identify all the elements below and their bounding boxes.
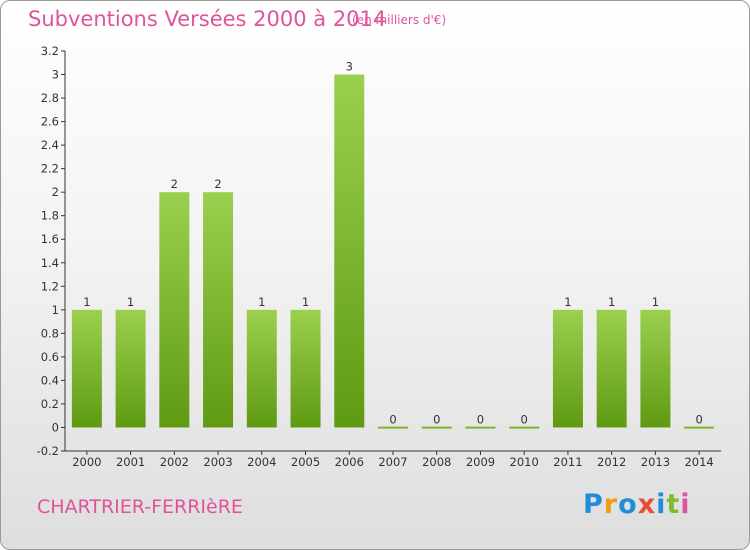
x-tick-label: 2009 — [466, 455, 495, 469]
data-label: 0 — [433, 412, 440, 426]
y-tick-label: 2.2 — [41, 162, 59, 176]
data-label: 3 — [346, 60, 353, 74]
x-tick-label: 2012 — [597, 455, 626, 469]
y-tick-label: 2 — [52, 185, 59, 199]
bar — [421, 426, 452, 429]
data-label: 0 — [695, 412, 702, 426]
data-label: 0 — [477, 412, 484, 426]
y-tick-label: -0.2 — [37, 444, 59, 458]
logo-letter: i — [656, 489, 667, 520]
bar — [203, 192, 234, 428]
chart-title: Subventions Versées 2000 à 2014 — [28, 7, 387, 31]
y-axis: -0.2 0 0.2 0.4 0.6 0.8 1 1.2 1.4 1.6 1.8 2 2.2 2.4 2.6… — [37, 44, 66, 458]
x-tick-label: 2013 — [641, 455, 670, 469]
commune-name: CHARTRIER-FERRIèRE — [37, 496, 243, 518]
x-tick-label: 2010 — [510, 455, 539, 469]
y-tick-label: 0.4 — [41, 373, 59, 387]
x-tick-label: 2002 — [160, 455, 189, 469]
bar — [596, 309, 627, 428]
logo-letter: t — [666, 489, 681, 520]
y-tick-label: 1.4 — [41, 256, 59, 270]
chart-subtitle: (en milliers d'€) — [352, 13, 447, 27]
data-label: 2 — [171, 177, 178, 191]
x-tick-label: 2008 — [422, 455, 451, 469]
logo-letter: x — [637, 489, 657, 520]
bar — [334, 74, 365, 428]
data-label: 1 — [127, 295, 134, 309]
bar — [159, 192, 190, 428]
x-tick-label: 2014 — [684, 455, 713, 469]
x-tick-label: 2007 — [378, 455, 407, 469]
data-label: 1 — [564, 295, 571, 309]
data-label: 1 — [652, 295, 659, 309]
bar — [290, 309, 321, 428]
data-label: 1 — [83, 295, 90, 309]
bar-series — [71, 74, 715, 429]
x-tick-label: 2001 — [116, 455, 145, 469]
y-tick-label: 1.2 — [41, 279, 59, 293]
bar — [465, 426, 496, 429]
data-label: 1 — [302, 295, 309, 309]
x-tick-label: 2006 — [335, 455, 364, 469]
y-tick-label: 0.6 — [41, 350, 59, 364]
data-label: 2 — [214, 177, 221, 191]
logo-letter: r — [603, 489, 619, 520]
proxiti-logo: Proxiti — [583, 489, 691, 520]
x-tick-label: 2005 — [291, 455, 320, 469]
data-label: 1 — [608, 295, 615, 309]
bar — [246, 309, 277, 428]
y-tick-label: 2.8 — [41, 91, 59, 105]
y-tick-label: 0 — [52, 420, 59, 434]
x-tick-label: 2004 — [247, 455, 276, 469]
bar — [115, 309, 146, 428]
x-tick-label: 2003 — [203, 455, 232, 469]
y-tick-label: 1.8 — [41, 209, 59, 223]
bar — [71, 309, 102, 428]
data-labels: 1 1 2 2 1 1 3 0 0 0 0 1 1 1 0 — [83, 60, 703, 427]
y-tick-label: 0.8 — [41, 326, 59, 340]
bar — [509, 426, 540, 429]
y-tick-label: 2.4 — [41, 138, 59, 152]
y-tick-label: 2.6 — [41, 115, 59, 129]
x-tick-label: 2011 — [553, 455, 582, 469]
logo-letter: i — [680, 489, 691, 520]
data-label: 0 — [389, 412, 396, 426]
x-tick-label: 2000 — [72, 455, 101, 469]
y-tick-label: 3.2 — [41, 44, 59, 58]
x-axis: 2000 2001 2002 2003 2004 2005 2006 2007 2008 2009… — [65, 450, 721, 469]
logo-letter: P — [583, 489, 604, 520]
bar — [552, 309, 583, 428]
data-label: 0 — [521, 412, 528, 426]
y-tick-label: 1.6 — [41, 232, 59, 246]
y-tick-label: 1 — [52, 303, 59, 317]
bar — [684, 426, 715, 429]
bar — [378, 426, 408, 429]
y-tick-label: 3 — [52, 68, 59, 82]
bar — [640, 309, 671, 428]
data-label: 1 — [258, 295, 265, 309]
logo-letter: o — [618, 489, 638, 520]
y-tick-label: 0.2 — [41, 397, 59, 411]
